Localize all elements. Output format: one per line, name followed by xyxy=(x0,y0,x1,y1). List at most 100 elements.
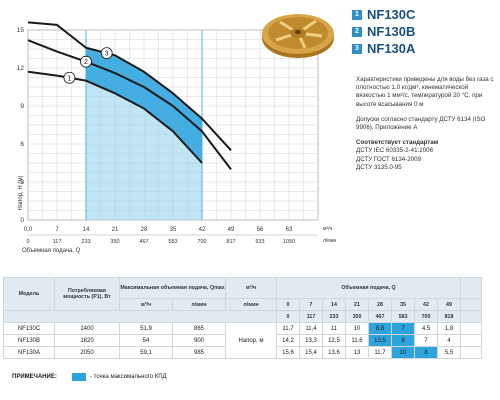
y-tick-label: 3 xyxy=(20,179,24,186)
bep-swatch xyxy=(72,373,86,381)
curve-marker-1 xyxy=(63,71,76,84)
col-model: Модель xyxy=(3,277,55,311)
x-tick-label-lmin: 933 xyxy=(255,239,264,245)
lmin-row-spacer xyxy=(3,310,277,323)
y-tick-label: 0 xyxy=(20,217,24,224)
cell-qmax-m3h: 54 xyxy=(119,334,173,347)
impeller-image xyxy=(262,14,334,58)
cell-head: 15,4 xyxy=(299,346,323,359)
cell-head: 4,5 xyxy=(414,322,438,335)
cell-head-label: Напор, м xyxy=(225,322,277,359)
x-tick-label-lmin: 1050 xyxy=(283,239,295,245)
cell-qmax-lmin: 985 xyxy=(172,346,226,359)
cell-head: 11,7 xyxy=(368,346,392,359)
cell-extra xyxy=(460,334,482,347)
legend-label: NF130C xyxy=(367,7,416,22)
x-tick-label: 63 xyxy=(286,227,293,233)
x-tick-label: 7 xyxy=(55,227,59,233)
x-tick-label-lmin: 817 xyxy=(226,239,235,245)
cell-qmax-m3h: 59,1 xyxy=(119,346,173,359)
cell-head: 12,5 xyxy=(322,334,346,347)
q-lmin-header: 583 xyxy=(391,310,415,323)
curve-1 xyxy=(27,70,203,164)
q-header: 7 xyxy=(299,298,323,311)
legend-badge: 2 xyxy=(352,26,362,37)
cell-head-bep: 8,8 xyxy=(368,322,392,335)
standards-title: Соответствует стандартам xyxy=(356,139,439,147)
table-row: NF130A 2050 59,1 985 15,6 15,4 13,6 13 1… xyxy=(3,346,482,359)
x-tick-label-lmin: 233 xyxy=(81,239,90,245)
standard-item: ДСТУ IEC 60335-2-41:2006 xyxy=(356,147,434,155)
cell-head: 11,4 xyxy=(299,322,323,335)
y-tick-label: 12 xyxy=(17,65,25,72)
x-tick-label: 42 xyxy=(199,227,206,233)
cell-power: 2050 xyxy=(54,346,120,359)
col-unit-m3h: м³/ч xyxy=(225,277,277,299)
legend-item: 3 NF130A xyxy=(352,40,415,57)
cell-head: 13,6 xyxy=(322,346,346,359)
curve-3 xyxy=(27,21,232,152)
curve-marker-3 xyxy=(100,47,113,60)
cell-head: 11,6 xyxy=(345,334,369,347)
curve-marker-label: 3 xyxy=(105,51,109,58)
legend-label: NF130A xyxy=(367,41,416,56)
q-header: 21 xyxy=(345,298,369,311)
info-panel: Характеристики приведены для воды без га… xyxy=(356,76,496,172)
q-header: 0 xyxy=(276,298,300,311)
x-tick-label: 0,0 xyxy=(24,227,33,233)
x-tick-label-lmin: 467 xyxy=(139,239,148,245)
curve-2 xyxy=(27,39,232,170)
table-row: NF130B 1820 54 900 14,2 13,3 12,5 11,6 1… xyxy=(3,334,482,347)
standard-item: ДСТУ ГОСТ 6134-2009 xyxy=(356,155,422,163)
note-label: ПРИМЕЧАНИЕ: xyxy=(12,374,57,380)
cell-head: 14,2 xyxy=(276,334,300,347)
q-header-extra xyxy=(460,298,482,311)
y-axis-label: Напор, Н (м) xyxy=(18,175,24,211)
cell-head: 1,8 xyxy=(437,322,461,335)
q-lmin-header: 0 xyxy=(276,310,300,323)
cell-head: 10 xyxy=(345,322,369,335)
x-tick-label-lmin: 0 xyxy=(26,239,29,245)
curve-marker-label: 1 xyxy=(67,75,71,82)
cell-head-bep: 8 xyxy=(414,346,438,359)
col-power: Потребляемая мощность (P1), Вт xyxy=(54,277,120,311)
legend-label: NF130B xyxy=(367,24,416,39)
cell-head: 5,5 xyxy=(437,346,461,359)
curve-marker-2 xyxy=(80,55,92,68)
table-row: NF130C 1400 51,9 865 Напор, м 11,7 11,4 … xyxy=(3,322,482,359)
y-tick-label: 15 xyxy=(17,27,25,34)
cell-head: 13,3 xyxy=(299,334,323,347)
cell-head: 4 xyxy=(437,334,461,347)
q-lmin-header: 117 xyxy=(299,310,323,323)
cell-qmax-m3h: 51,9 xyxy=(119,322,173,335)
x-tick-label-lmin: 350 xyxy=(110,239,119,245)
x-tick-label-lmin: 700 xyxy=(197,239,206,245)
q-lmin-header: 350 xyxy=(345,310,369,323)
col-flow-extra xyxy=(460,277,482,299)
x-tick-label: 28 xyxy=(141,227,148,233)
cell-model: NF130C xyxy=(3,322,55,335)
tolerance-text: Допуски согласно стандарту ДСТУ 6134 (IS… xyxy=(356,115,486,132)
cell-head-bep: 7 xyxy=(391,322,415,335)
legend-badge: 3 xyxy=(352,43,362,54)
x-tick-label: 56 xyxy=(257,227,264,233)
cell-qmax-lmin: 900 xyxy=(172,334,226,347)
cell-head: 11,7 xyxy=(276,322,300,335)
cell-extra xyxy=(460,346,482,359)
q-header: 14 xyxy=(322,298,346,311)
x-unit-m3h: м³/ч xyxy=(323,226,333,232)
y-tick-label: 6 xyxy=(20,141,24,148)
x-tick-label-lmin: 117 xyxy=(53,239,62,245)
q-header: 42 xyxy=(414,298,438,311)
performance-table: Модель Потребляемая мощность (P1), Вт Ма… xyxy=(3,277,482,359)
cell-head-bep: 9 xyxy=(391,334,415,347)
cell-head: 13 xyxy=(345,346,369,359)
q-lmin-header: 233 xyxy=(322,310,346,323)
cell-extra xyxy=(460,322,482,335)
legend-item: 1 NF130C xyxy=(352,6,415,23)
legend-item: 2 NF130B xyxy=(352,23,415,40)
x-axis-label: Объемная подача, Q xyxy=(22,248,81,254)
legend: 1 NF130C 2 NF130B 3 NF130A xyxy=(352,6,415,57)
x-tick-label-lmin: 583 xyxy=(168,239,177,245)
note-text: - точка максимального КПД xyxy=(90,374,167,380)
